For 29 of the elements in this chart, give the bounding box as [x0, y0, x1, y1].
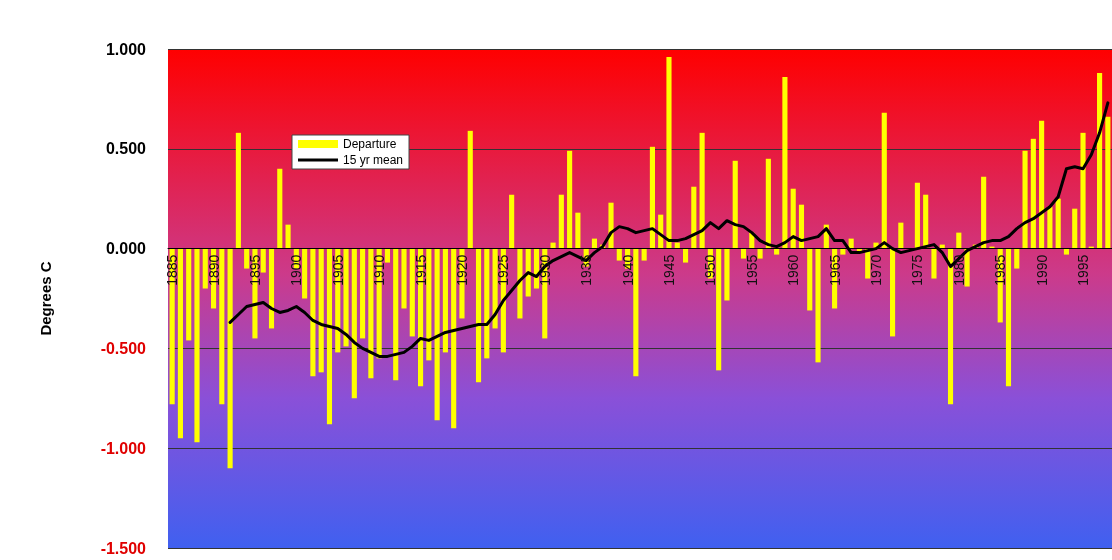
x-tick-label: 1955	[743, 254, 760, 286]
x-tick-label: 1960	[785, 254, 802, 286]
x-tick-label: 1965	[826, 254, 843, 286]
x-tick-label: 1975	[909, 254, 926, 286]
x-tick-label: 1970	[868, 254, 884, 286]
x-tick-label: 1990	[1033, 254, 1050, 286]
x-tick-label: 1885	[164, 254, 181, 286]
legend-label: 15 yr mean	[343, 153, 404, 167]
x-tick-label: 1905	[329, 254, 346, 286]
y-tick-label: 0.000	[105, 240, 147, 258]
x-tick-label: 1925	[495, 254, 512, 286]
x-tick-label: 1945	[660, 254, 677, 286]
x-tick-label: 1950	[702, 254, 719, 286]
x-tick-label: 1890	[205, 254, 222, 286]
x-tick-label: 1895	[246, 254, 263, 286]
x-tick-label: 1985	[992, 254, 1009, 286]
x-tick-label: 1940	[619, 254, 636, 286]
y-tick-label: -1.000	[100, 439, 147, 457]
x-tick-label: 1900	[288, 254, 305, 286]
y-axis-title: Degrees C	[37, 261, 54, 336]
x-tick-label: 1995	[1075, 254, 1092, 286]
y-tick-label: 0.500	[105, 140, 147, 158]
x-tick-label: 1920	[453, 254, 470, 286]
y-tick-label: -0.500	[100, 339, 147, 357]
x-tick-label: 1910	[371, 254, 388, 286]
y-tick-label: 1.000	[105, 40, 147, 58]
x-tick-label: 1915	[412, 254, 429, 286]
y-tick-label: -1.500	[100, 539, 147, 557]
legend-label: Departure	[343, 137, 397, 151]
